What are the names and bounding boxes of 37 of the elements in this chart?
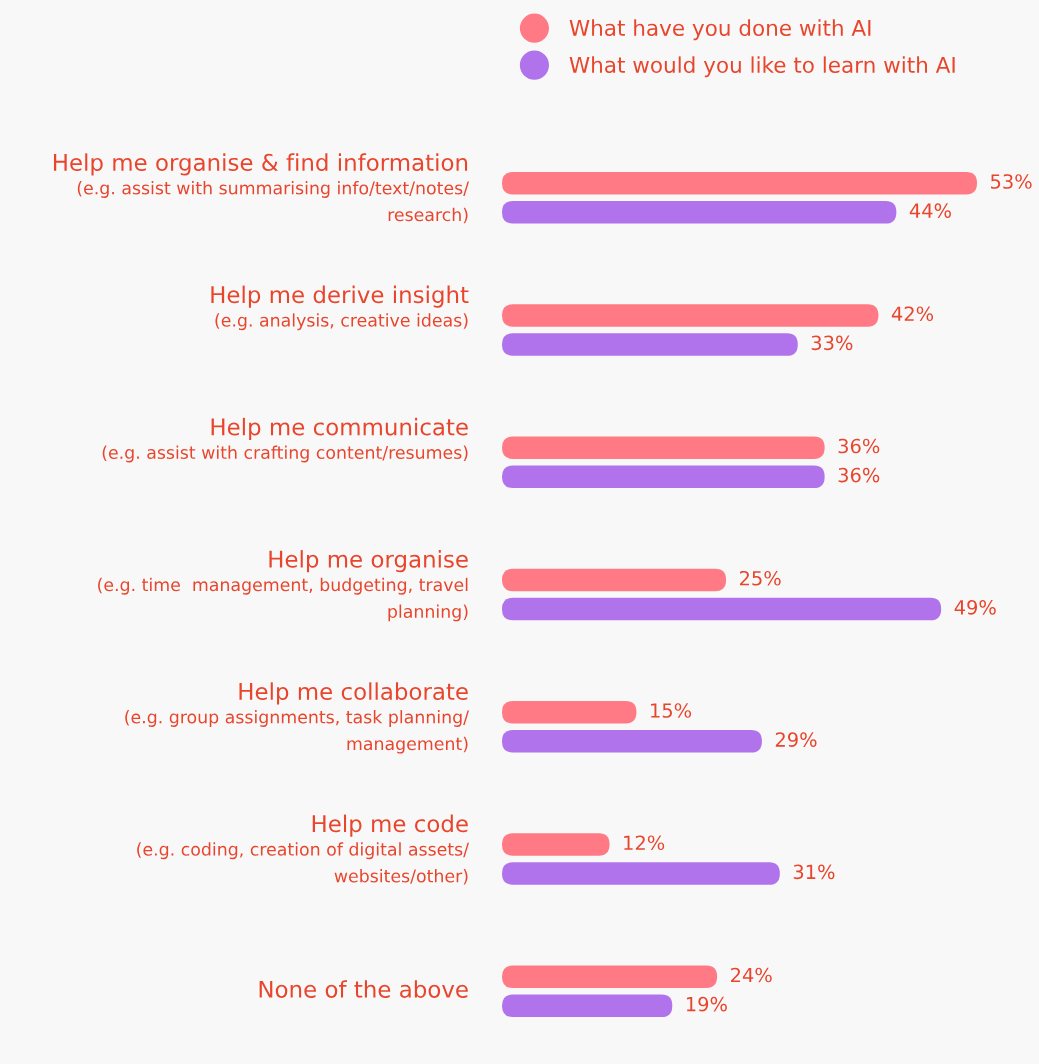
y-tick-label: Help me communicate (e.g. assist with crafting content/resumes) [102,417,468,463]
data-label: 49% [954,599,996,615]
bar [502,965,718,988]
data-label: 15% [651,703,692,718]
data-label: 36% [838,467,880,483]
bar [502,465,825,489]
y-tick-label: Help me derive insight (e.g. analysis, creative ideas) [211,285,469,331]
bar [502,333,798,356]
y-tick-label: None of the above [259,980,468,998]
data-label: 42% [891,306,934,322]
data-label: 44% [909,203,951,218]
data-label: 12% [624,835,665,851]
bar [502,833,610,856]
bar [502,171,977,195]
bar [502,568,727,592]
data-label: 24% [731,967,772,983]
y-tick-label: Help me collaborate (e.g. group assignments, task planning/ management) [125,682,470,754]
data-label: 33% [811,335,853,351]
y-tick-label: Help me organise (e.g. time management, budgeting, travel planning) [98,550,468,622]
data-label: 36% [838,438,880,454]
bar [502,304,879,327]
y-tick-label: Help me organise & find information (e.g. assist with summarising info/text/notes/ research) [53,153,470,224]
bar [502,700,637,724]
data-label: 31% [793,864,835,880]
bar [502,862,780,885]
data-label: 53% [991,174,1032,189]
bar [502,730,762,753]
legend-label: What would you like to learn with AI [569,56,955,78]
bar [502,597,942,621]
y-tick-label: Help me code (e.g. coding, creation of digital assets/ websites/other) [137,814,470,885]
data-label: 29% [775,732,817,747]
bar [502,994,673,1018]
legend-label: What have you done with AI [569,19,871,41]
data-label: 19% [686,996,727,1012]
bar [502,436,825,459]
bar [502,201,897,224]
data-label: 25% [739,570,781,586]
